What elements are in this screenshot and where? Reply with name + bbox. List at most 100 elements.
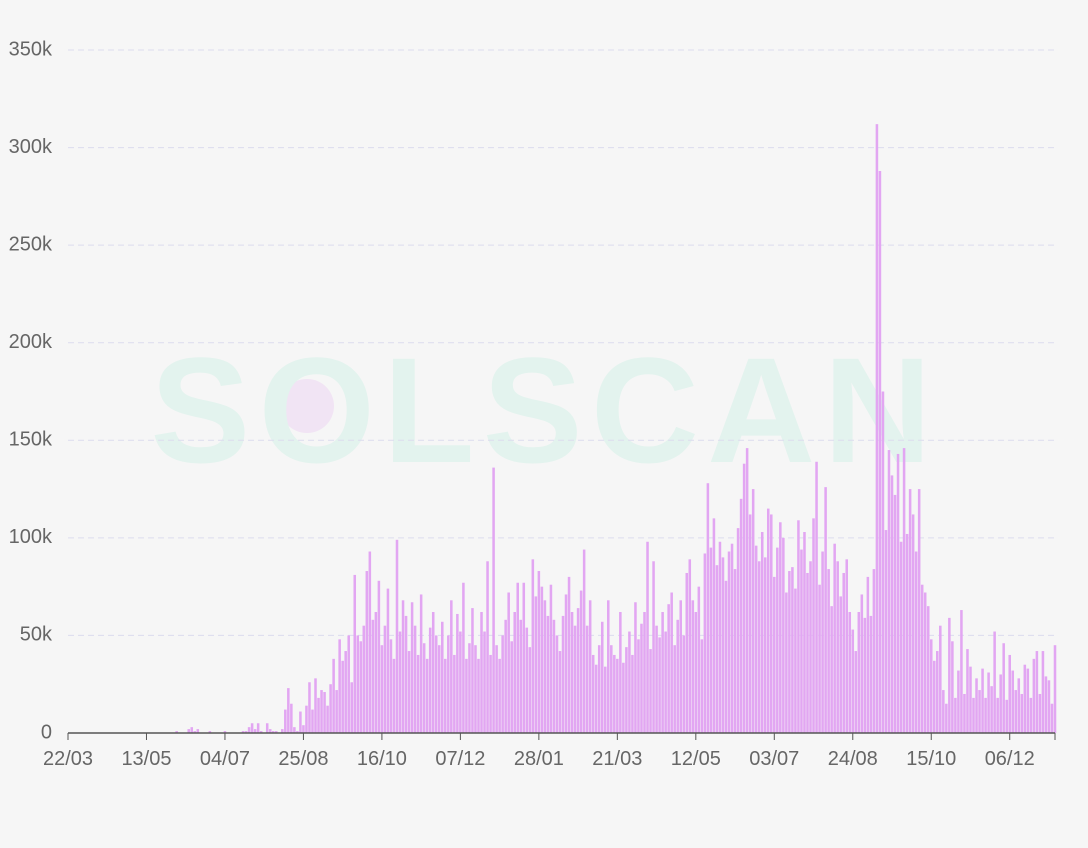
bar: [471, 608, 474, 733]
bar: [365, 571, 369, 733]
y-tick-label: 100k: [9, 526, 53, 548]
bar: [531, 559, 535, 733]
bar: [437, 645, 441, 733]
y-tick-label: 250k: [9, 233, 53, 255]
bar: [576, 608, 580, 733]
bar: [848, 612, 852, 733]
bar: [573, 625, 577, 733]
bar: [528, 647, 532, 733]
bar: [501, 635, 504, 733]
bar: [175, 731, 178, 733]
bar: [691, 600, 695, 733]
x-tick-label: 22/03: [43, 748, 93, 770]
bar: [978, 690, 981, 733]
bar: [591, 654, 595, 733]
watermark: SOLSCAN: [150, 326, 939, 494]
bar: [628, 631, 631, 733]
bar: [187, 729, 191, 733]
bar: [196, 729, 200, 733]
bar: [353, 574, 357, 733]
bar: [706, 483, 710, 733]
bar: [685, 572, 689, 733]
bar: [733, 569, 737, 733]
bar: [558, 651, 562, 733]
bar: [603, 666, 607, 733]
bar: [942, 690, 945, 733]
bar: [745, 448, 749, 733]
bar: [462, 582, 465, 733]
bar: [917, 489, 921, 733]
bar: [972, 697, 975, 733]
bar: [809, 561, 812, 733]
bar: [754, 545, 758, 733]
bar: [1023, 664, 1027, 733]
bar: [1011, 670, 1015, 733]
bar: [616, 658, 619, 733]
bar: [625, 647, 628, 733]
bar: [516, 582, 520, 733]
bar: [670, 592, 673, 733]
bar: [673, 645, 676, 733]
bar: [1002, 643, 1005, 733]
x-tick-label: 04/07: [200, 748, 250, 770]
bar: [742, 463, 746, 733]
bar: [1047, 680, 1051, 733]
bar: [857, 612, 861, 733]
bar: [311, 709, 314, 733]
bar: [371, 619, 375, 733]
bar: [332, 658, 335, 733]
bar: [634, 602, 637, 733]
bar: [293, 727, 296, 733]
bar: [622, 662, 625, 733]
bar: [507, 592, 510, 733]
bar: [760, 532, 764, 733]
bar: [299, 711, 302, 733]
bar: [1029, 697, 1033, 733]
bar: [368, 551, 372, 733]
bar: [253, 729, 257, 733]
bar: [401, 600, 405, 733]
bar: [739, 498, 743, 733]
bar: [821, 551, 824, 733]
bar: [567, 576, 571, 733]
bar: [905, 533, 909, 733]
bar: [498, 658, 501, 733]
bar: [815, 461, 818, 733]
bar: [395, 539, 399, 733]
bar: [649, 649, 652, 733]
bar: [863, 617, 867, 733]
bar: [818, 584, 821, 733]
bar: [1041, 651, 1045, 733]
bar: [718, 541, 722, 733]
bar: [323, 692, 326, 733]
bar: [966, 649, 969, 733]
bar: [510, 641, 513, 733]
bar: [456, 613, 459, 733]
bar: [284, 709, 287, 733]
bar: [655, 625, 658, 733]
bar: [960, 610, 963, 733]
bar: [806, 572, 809, 733]
bar: [564, 594, 568, 733]
y-tick-label: 150k: [9, 429, 53, 451]
bar: [434, 635, 438, 733]
bar: [552, 619, 556, 733]
bar: [241, 731, 245, 733]
bar: [860, 594, 864, 733]
bar: [540, 586, 544, 733]
bar: [839, 596, 842, 733]
bar: [896, 453, 900, 733]
bar: [428, 627, 432, 733]
bar: [773, 576, 776, 733]
bar: [1053, 645, 1057, 733]
bar: [712, 518, 716, 733]
bar: [392, 658, 396, 733]
bar: [788, 571, 791, 733]
bar: [785, 592, 788, 733]
bar: [495, 645, 498, 733]
bar: [869, 615, 873, 733]
x-tick-label: 15/10: [906, 748, 956, 770]
bar: [748, 514, 752, 733]
bar: [579, 590, 583, 733]
bar: [936, 651, 939, 733]
